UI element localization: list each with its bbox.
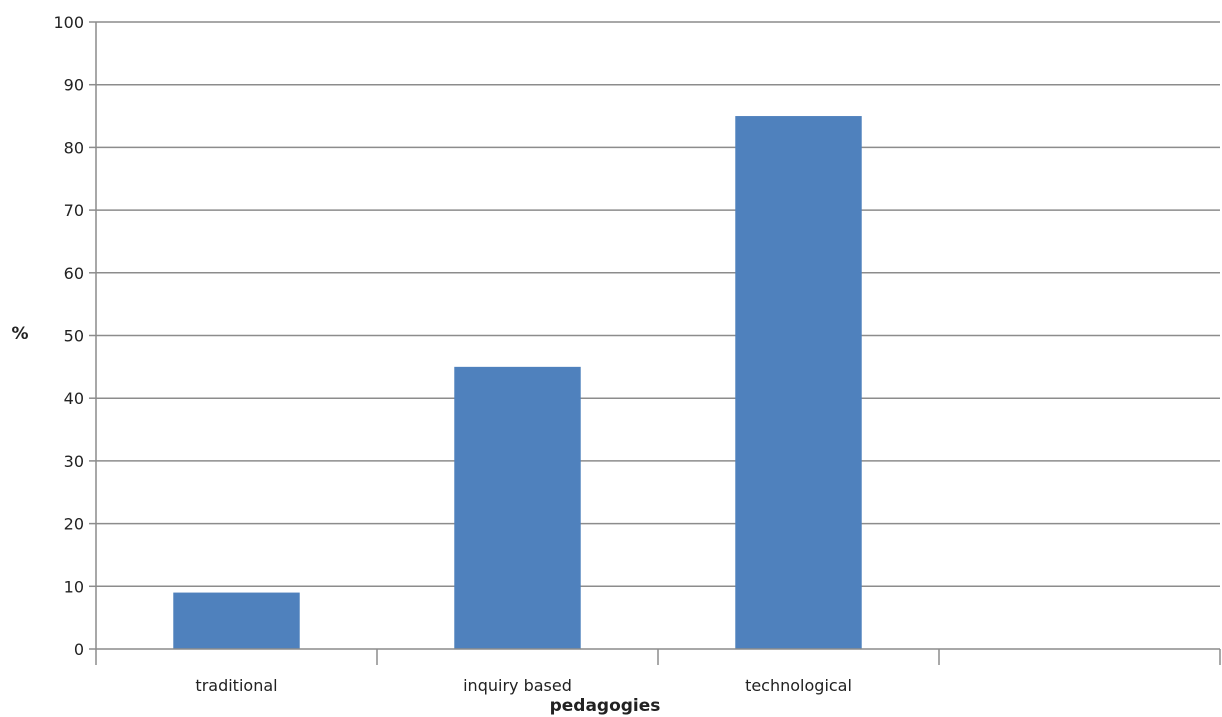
y-tick-label: 40 <box>64 389 84 408</box>
y-tick-label: 10 <box>64 577 84 596</box>
y-tick-label: 20 <box>64 515 84 534</box>
bar <box>454 366 581 649</box>
y-tick-label: 0 <box>74 640 84 659</box>
x-tick-label: technological <box>745 676 852 695</box>
x-axis-title: pedagogies <box>550 696 661 716</box>
gridlines <box>96 21 1220 588</box>
bar <box>735 116 862 650</box>
y-tick-label: 50 <box>64 327 84 346</box>
y-axis-title: % <box>11 324 28 344</box>
bars <box>173 116 862 650</box>
x-tick-label: traditional <box>195 676 277 695</box>
axes <box>89 21 1221 665</box>
labels: 0 10 20 30 40 50 60 70 80 90 100 traditional inquiry… <box>53 13 851 695</box>
y-tick-label: 100 <box>53 13 84 32</box>
y-tick-label: 60 <box>64 264 84 283</box>
y-tick-label: 70 <box>64 201 84 220</box>
y-tick-label: 30 <box>64 452 84 471</box>
y-tick-label: 90 <box>64 76 84 95</box>
bar <box>173 592 300 649</box>
x-tick-label: inquiry based <box>463 676 572 695</box>
y-tick-label: 80 <box>64 138 84 157</box>
